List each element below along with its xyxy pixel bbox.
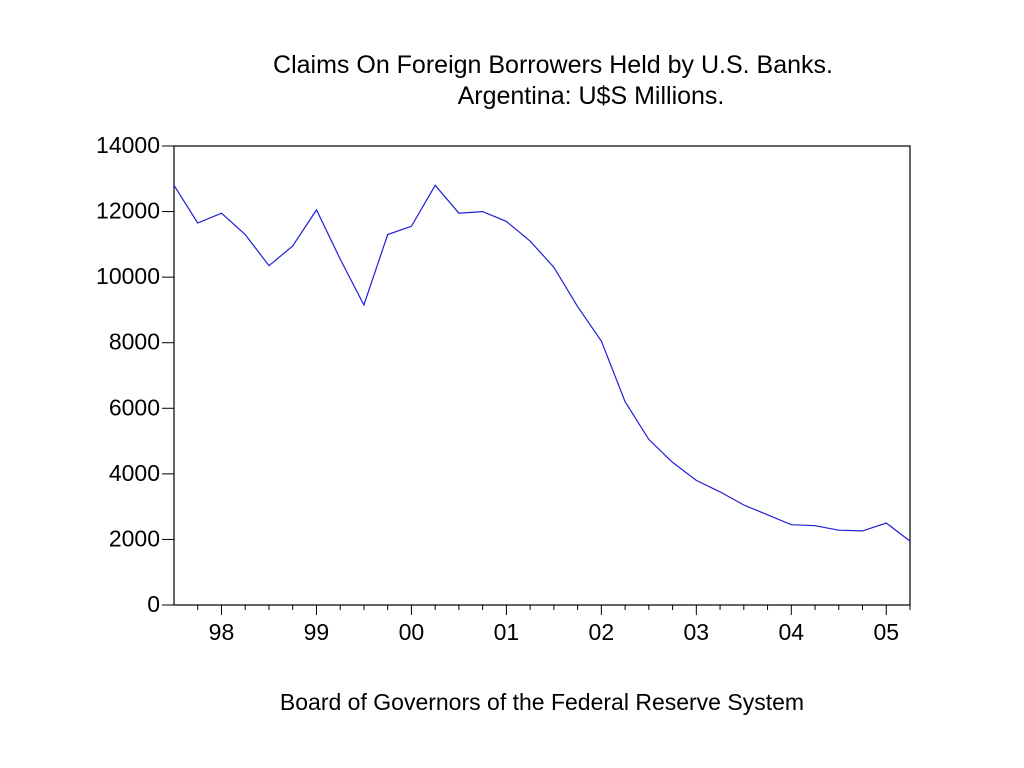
y-tick-label: 4000 [109,460,160,486]
x-axis: 98 99 00 01 02 03 04 05 [197,605,911,645]
x-tick-label: 03 [684,619,710,645]
x-tick-label: 00 [399,619,425,645]
chart-title-line1: Claims On Foreign Borrowers Held by U.S.… [273,51,833,79]
x-tick-label: 04 [778,619,804,645]
y-tick-label: 8000 [109,329,160,355]
x-tick-label: 05 [873,619,899,645]
y-tick-label: 10000 [96,263,160,289]
y-tick-label: 12000 [96,198,160,224]
footer-source: Board of Governors of the Federal Reserv… [280,689,804,715]
x-tick-label: 99 [304,619,330,645]
y-tick-label: 0 [147,591,160,617]
chart-title-line2: Argentina: U$S Millions. [458,82,725,110]
x-tick-label: 01 [494,619,520,645]
x-tick-label: 02 [589,619,615,645]
y-tick-label: 6000 [109,394,160,420]
x-tick-label: 98 [209,619,235,645]
y-tick-label: 2000 [109,525,160,551]
y-tick-label: 14000 [96,132,160,158]
series-line [173,184,911,542]
plot-frame [173,145,911,606]
y-axis: 0 2000 4000 6000 8000 10000 12000 14000 [96,132,174,617]
